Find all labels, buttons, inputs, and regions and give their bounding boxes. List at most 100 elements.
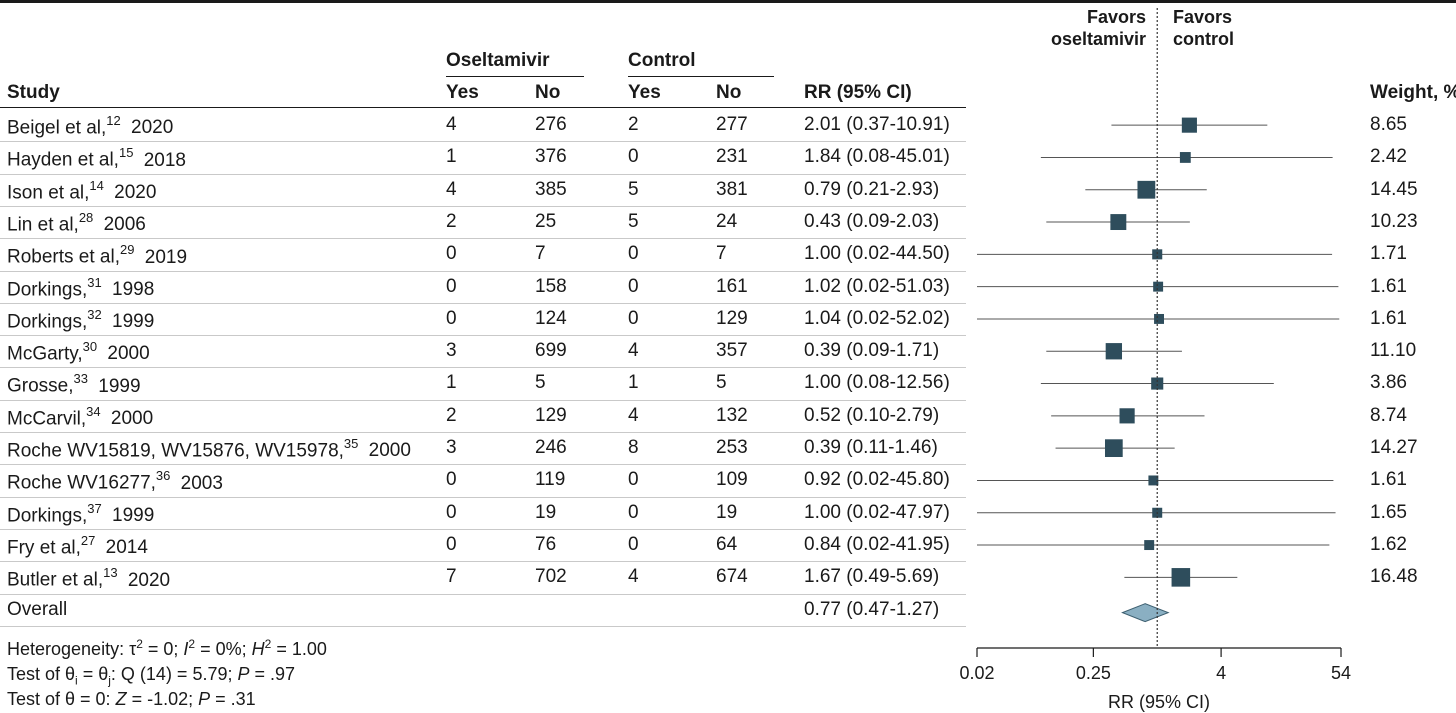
study-label: Roche WV16277,36 2003: [7, 468, 223, 494]
control-yes-cell: 2: [628, 114, 639, 135]
control-yes-cell: 0: [628, 533, 639, 555]
weight-cell: 1.61: [1370, 275, 1407, 297]
control-yes-cell: 5: [628, 210, 639, 232]
control-yes-cell: 4: [628, 340, 639, 362]
effect-square: [1181, 117, 1197, 133]
overall-diamond: [1121, 603, 1170, 623]
control-no-cell: 7: [716, 243, 727, 265]
oseltamivir-no-cell: 76: [535, 533, 557, 555]
oseltamivir-no-cell: 158: [535, 275, 567, 297]
oseltamivir-no-cell: 7: [535, 243, 546, 265]
favors-oseltamivir-label: Favors oseltamivir: [1051, 6, 1146, 50]
overall-rr-cell: 0.77 (0.47-1.27): [804, 598, 940, 620]
study-label: Dorkings,31 1998: [7, 274, 155, 300]
rr-ci-cell: 0.92 (0.02-45.80): [804, 469, 950, 491]
favors-control-label: Favors control: [1173, 6, 1234, 50]
rr-ci-cell: 2.01 (0.37-10.91): [804, 114, 950, 135]
weight-cell: 3.86: [1370, 372, 1407, 394]
oseltamivir-no-cell: 129: [535, 404, 567, 426]
oseltamivir-no-cell: 702: [535, 566, 567, 588]
row-divider: [0, 464, 966, 466]
weight-cell: 8.65: [1370, 114, 1407, 135]
control-no-cell: 674: [716, 566, 748, 588]
oseltamivir-yes-cell: 4: [446, 114, 457, 135]
effect-square: [1137, 180, 1156, 199]
weight-cell: 10.23: [1370, 210, 1418, 232]
oseltamivir-yes-cell: 2: [446, 210, 457, 232]
weight-cell: 1.71: [1370, 243, 1407, 265]
x-axis-tick-label: 0.25: [1076, 663, 1111, 683]
oseltamivir-yes-cell: 3: [446, 340, 457, 362]
weight-cell: 2.42: [1370, 146, 1407, 168]
x-axis-tick-label: 54: [1331, 663, 1351, 683]
column-header-control-no: No: [716, 82, 742, 103]
oseltamivir-no-cell: 5: [535, 372, 546, 394]
oseltamivir-yes-cell: 3: [446, 437, 457, 458]
effect-square: [1144, 540, 1155, 551]
oseltamivir-yes-cell: 0: [446, 501, 457, 523]
control-yes-cell: 0: [628, 469, 639, 491]
oseltamivir-no-cell: 19: [535, 501, 557, 523]
control-no-cell: 129: [716, 307, 748, 329]
row-divider: [0, 173, 966, 175]
control-no-cell: 5: [716, 372, 727, 394]
footnote-heterogeneity: Heterogeneity: τ2 = 0; I2 = 0%; H2 = 1.0…: [7, 637, 327, 659]
study-label: Roberts et al,29 2019: [7, 242, 188, 268]
row-divider: [0, 561, 966, 563]
row-divider: [0, 270, 966, 272]
study-label: Hayden et al,15 2018: [7, 145, 186, 171]
column-header-oseltamivir-no: No: [535, 82, 561, 103]
overall-divider: [0, 625, 966, 627]
study-label: Grosse,33 1999: [7, 371, 141, 397]
study-label: Roche WV15819, WV15876, WV15978,35 2000: [7, 436, 411, 462]
column-header-oseltamivir-yes: Yes: [446, 82, 479, 103]
rr-ci-cell: 0.79 (0.21-2.93): [804, 178, 940, 200]
row-divider: [0, 593, 966, 595]
study-label: Butler et al,13 2020: [7, 565, 171, 591]
control-yes-cell: 4: [628, 566, 639, 588]
study-label: McGarty,30 2000: [7, 339, 150, 365]
weight-cell: 1.61: [1370, 469, 1407, 491]
favors-left-line2: oseltamivir: [1050, 29, 1146, 49]
oseltamivir-no-cell: 246: [535, 437, 567, 458]
oseltamivir-yes-cell: 0: [446, 307, 457, 329]
row-divider: [0, 205, 966, 207]
oseltamivir-no-cell: 385: [535, 178, 567, 200]
effect-square: [1105, 343, 1123, 360]
weight-cell: 11.10: [1370, 340, 1417, 362]
row-divider: [0, 141, 966, 143]
favors-left-line1: Favors: [1086, 7, 1146, 27]
effect-square: [1152, 249, 1163, 260]
rr-ci-cell: 0.84 (0.02-41.95): [804, 533, 950, 555]
effect-square: [1154, 313, 1165, 324]
rr-ci-cell: 0.52 (0.10-2.79): [804, 404, 940, 426]
control-yes-cell: 0: [628, 307, 639, 329]
group-underline-oseltamivir: [446, 76, 584, 77]
weight-cell: 1.62: [1370, 533, 1407, 555]
oseltamivir-no-cell: 25: [535, 210, 557, 232]
group-header-control: Control: [628, 50, 696, 71]
control-yes-cell: 0: [628, 243, 639, 265]
control-no-cell: 64: [716, 533, 738, 555]
effect-square: [1104, 439, 1123, 458]
weight-cell: 16.48: [1370, 566, 1418, 588]
effect-square: [1179, 152, 1191, 163]
control-yes-cell: 1: [628, 372, 639, 394]
effect-square: [1153, 281, 1164, 292]
oseltamivir-no-cell: 276: [535, 114, 567, 135]
footnote-test-homogeneity: Test of θi = θj: Q (14) = 5.79; P = .97: [7, 664, 296, 688]
oseltamivir-yes-cell: 4: [446, 178, 457, 200]
study-label: McCarvil,34 2000: [7, 403, 154, 430]
control-no-cell: 357: [716, 340, 748, 362]
x-axis-label: RR (95% CI): [1108, 692, 1210, 712]
row-divider: [0, 496, 966, 498]
row-divider: [0, 432, 966, 433]
oseltamivir-no-cell: 119: [535, 469, 566, 491]
footnote-test-zero: Test of θ = 0: Z = -1.02; P = .31: [7, 689, 256, 709]
weight-cell: 1.61: [1370, 307, 1407, 329]
oseltamivir-no-cell: 124: [535, 307, 567, 329]
rr-ci-cell: 1.04 (0.02-52.02): [804, 307, 950, 329]
control-yes-cell: 0: [628, 501, 639, 523]
rr-ci-cell: 1.00 (0.02-47.97): [804, 501, 950, 523]
